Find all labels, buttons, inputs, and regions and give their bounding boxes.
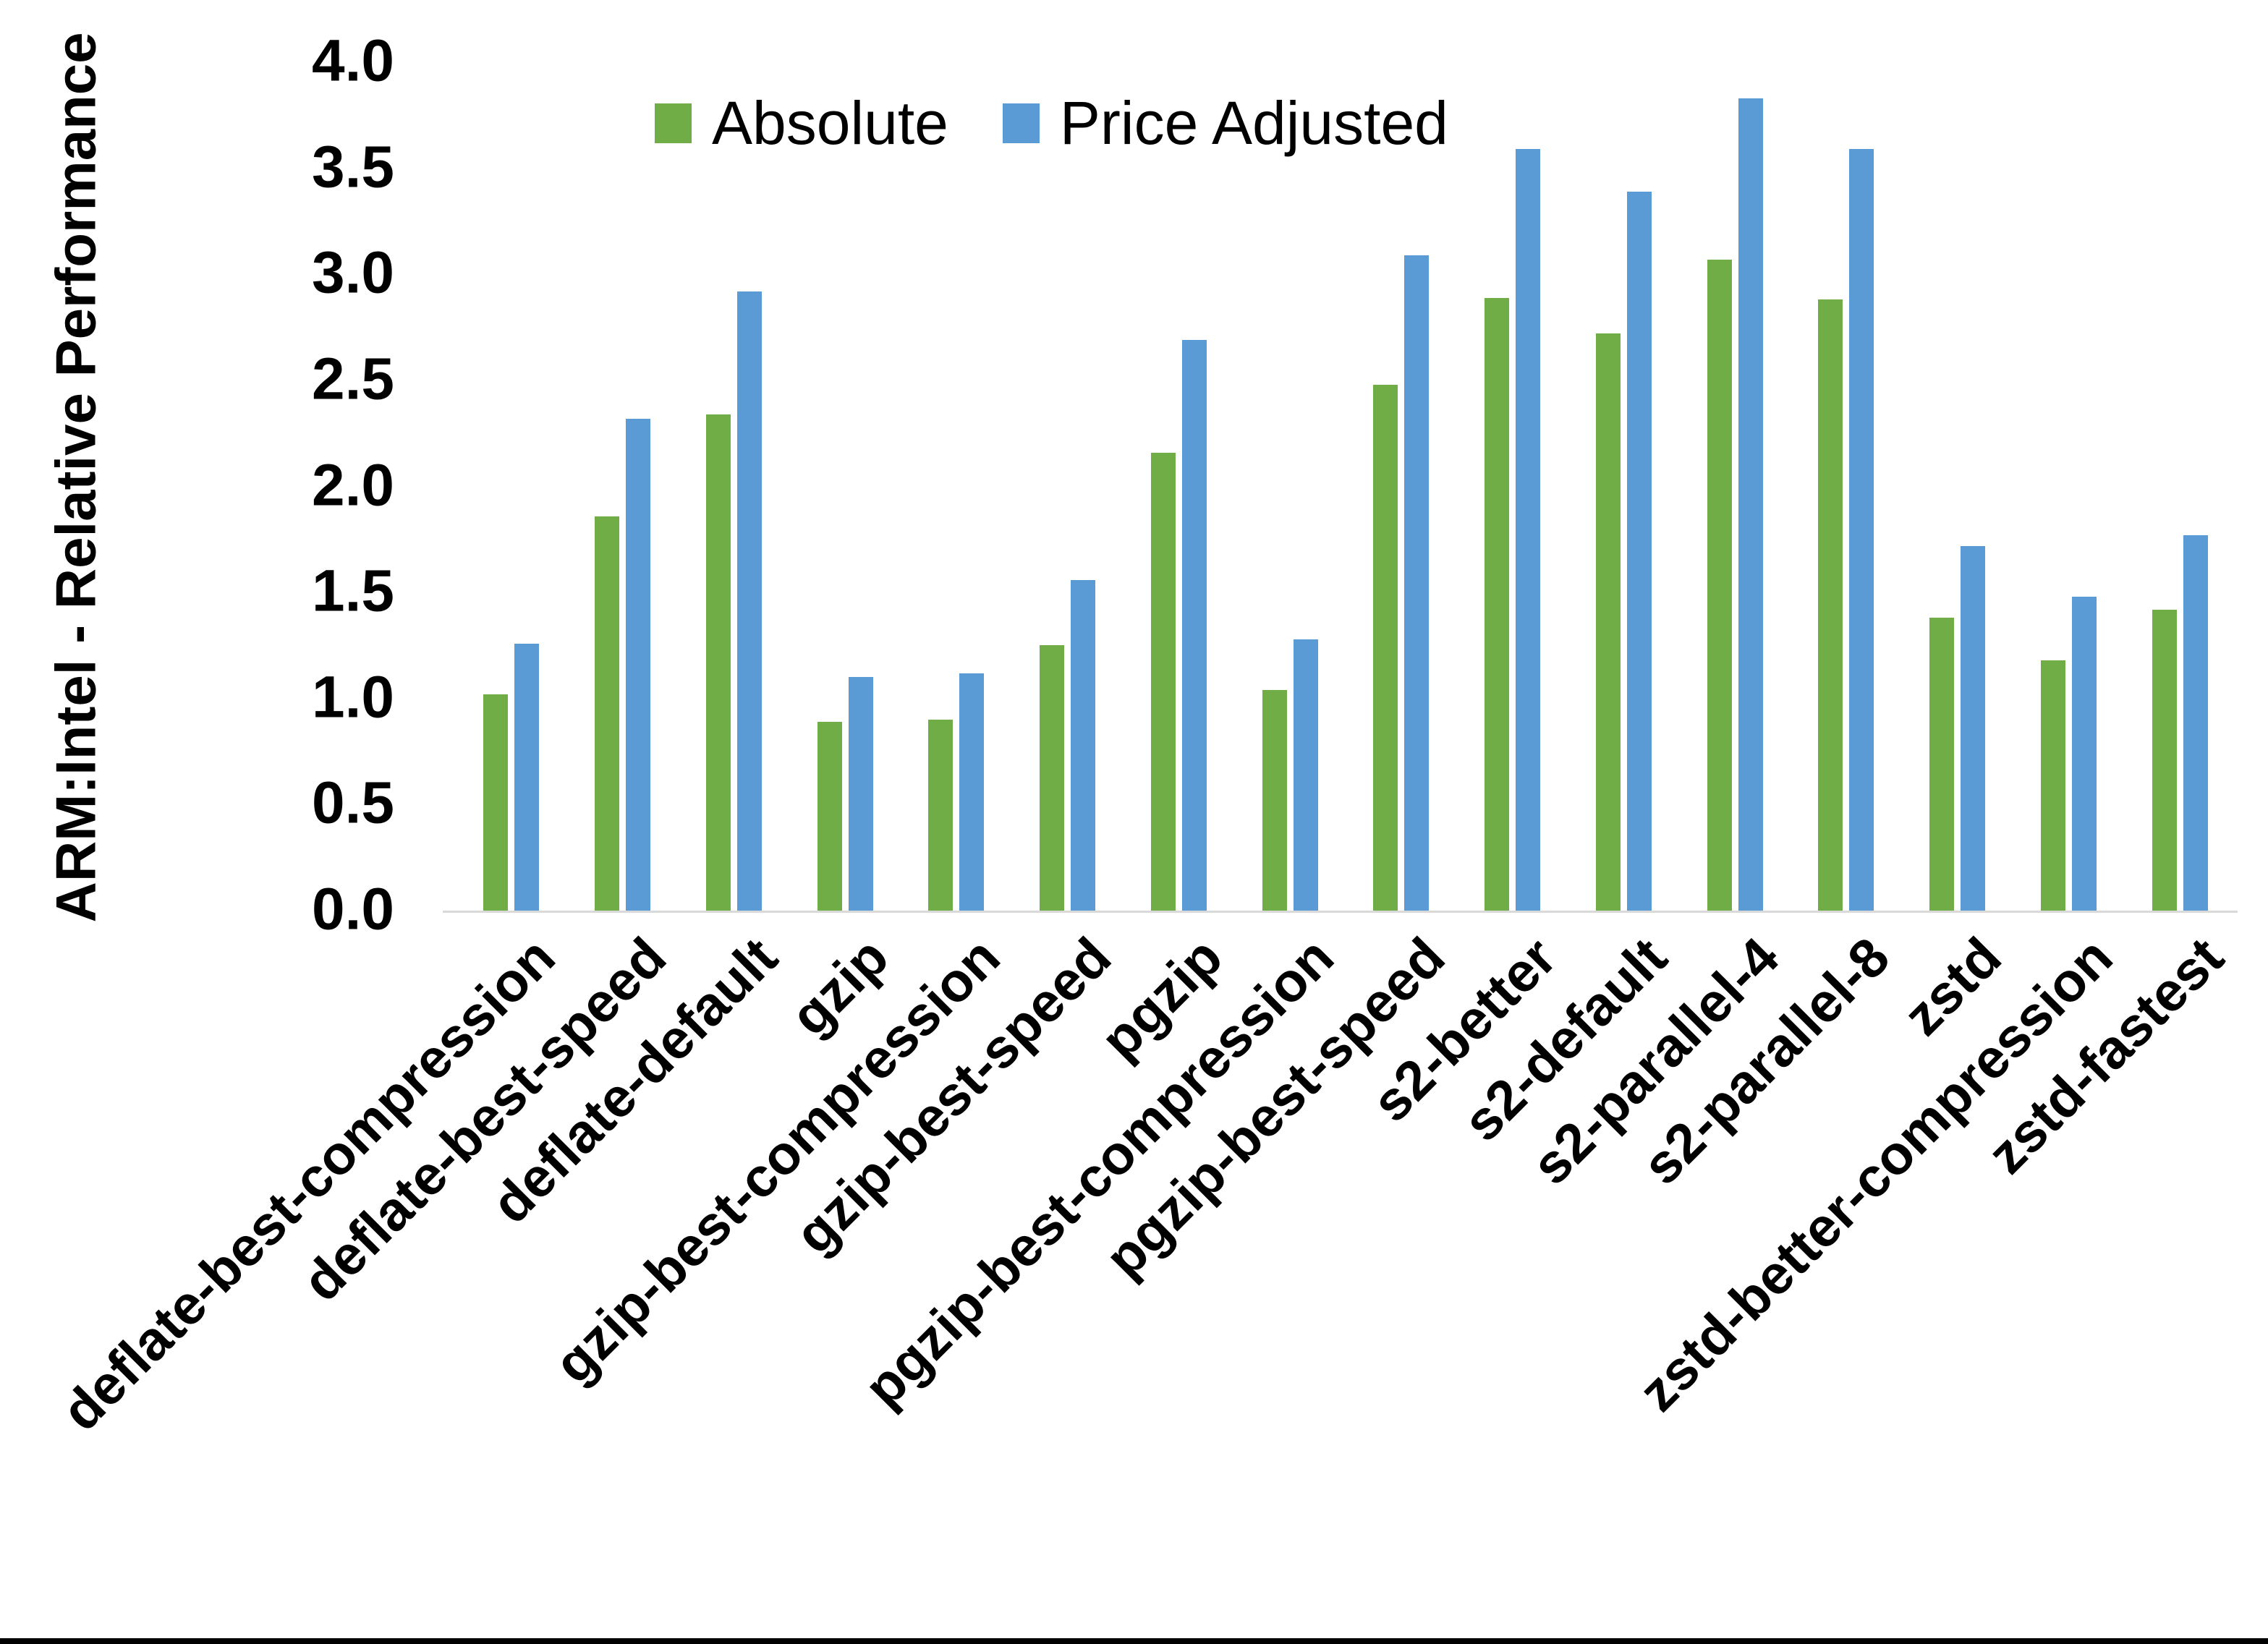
bar-absolute [705, 414, 731, 911]
bar-absolute [595, 516, 620, 911]
y-tick-label: 2.5 [312, 346, 394, 412]
legend-item-absolute: Absolute [655, 93, 948, 153]
bar-absolute [1929, 618, 1955, 911]
bar-price-adjusted [1516, 149, 1541, 911]
bar-price-adjusted [1293, 639, 1318, 911]
legend: Absolute Price Adjusted [655, 93, 1448, 153]
legend-swatch-icon [655, 103, 692, 143]
legend-label: Absolute [712, 89, 948, 157]
bar-absolute [1373, 384, 1398, 911]
bar-price-adjusted [514, 643, 540, 911]
bar-absolute [1595, 333, 1621, 911]
bar-absolute [1818, 299, 1843, 911]
y-tick-label: 1.5 [312, 558, 394, 624]
y-axis-title: ARM:Intel - Relative Performance [43, 32, 108, 923]
bar-price-adjusted [1626, 191, 1652, 911]
y-tick-label: 3.0 [312, 239, 394, 306]
bar-absolute [2152, 609, 2177, 911]
bar-price-adjusted [1404, 255, 1430, 911]
bar-absolute [2040, 660, 2065, 911]
bottom-border [0, 1638, 2268, 1644]
legend-swatch-icon [1002, 103, 1040, 143]
legend-item-price-adjusted: Price Adjusted [1002, 89, 1448, 157]
bar-price-adjusted [1181, 340, 1207, 911]
x-axis-line [443, 911, 2238, 913]
y-tick-label: 1.0 [312, 664, 394, 731]
y-tick-label: 0.5 [312, 770, 394, 836]
bar-price-adjusted [1071, 579, 1096, 911]
bar-price-adjusted [848, 677, 873, 911]
bar-price-adjusted [1961, 545, 1986, 911]
bar-absolute [1707, 259, 1732, 911]
y-tick-label: 0.0 [312, 876, 394, 942]
bar-price-adjusted [2071, 597, 2097, 911]
y-tick-label: 4.0 [312, 27, 394, 94]
bar-absolute [817, 722, 842, 911]
plot-area [456, 62, 2235, 911]
legend-label: Price Adjusted [1059, 89, 1448, 157]
y-tick-label: 3.5 [312, 133, 394, 200]
bar-price-adjusted [1738, 98, 1763, 911]
y-tick-label: 2.0 [312, 451, 394, 518]
bar-absolute [928, 720, 954, 911]
bar-price-adjusted [959, 673, 985, 911]
bar-price-adjusted [736, 291, 762, 911]
bar-price-adjusted [626, 418, 651, 911]
bar-absolute [1150, 452, 1176, 911]
bar-absolute [1485, 297, 1510, 911]
bar-absolute [1040, 645, 1065, 911]
bar-price-adjusted [1849, 149, 1874, 911]
bar-absolute [1262, 690, 1287, 911]
bar-price-adjusted [2183, 534, 2208, 911]
bar-absolute [483, 694, 509, 911]
